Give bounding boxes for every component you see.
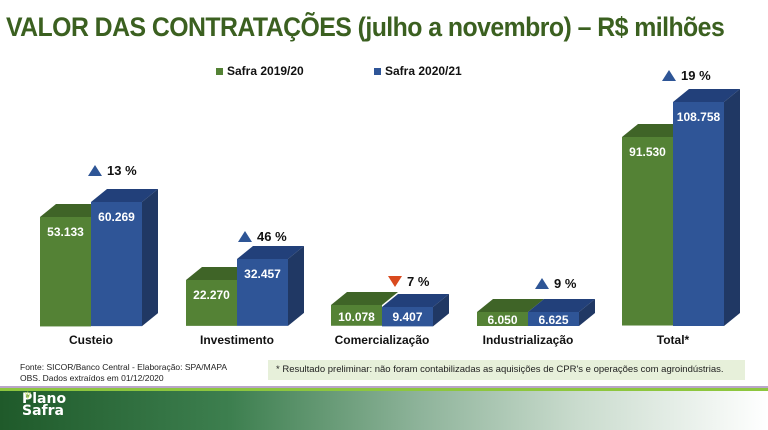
legend-label: Safra 2020/21 [385, 64, 462, 78]
bar-value-label: 108.758 [676, 110, 721, 124]
change-indicator: 7 % [388, 274, 429, 289]
source-line: Fonte: SICOR/Banco Central - Elaboração:… [20, 362, 228, 372]
category-label: Industrialização [482, 333, 574, 347]
bar-2019-3d [622, 124, 689, 326]
triangle-up-icon [238, 231, 252, 242]
logo-line1: Plano [22, 391, 67, 407]
bar-value-label: 91.530 [629, 145, 666, 160]
legend-swatch-blue [374, 67, 381, 75]
source-note: Fonte: SICOR/Banco Central - Elaboração:… [20, 362, 227, 384]
preliminary-note: * Resultado preliminar: não foram contab… [268, 360, 745, 380]
triangle-up-icon [662, 70, 676, 81]
bar-value-label: 53.133 [47, 224, 84, 239]
legend-swatch-green [216, 67, 223, 75]
bar-2020-3d [673, 89, 740, 326]
bar-2019-3d [40, 203, 107, 326]
bar-2020-3d [528, 299, 595, 326]
footer-divider [0, 386, 768, 388]
bar-2019-3d [186, 267, 253, 326]
bar-2020-3d [91, 188, 158, 326]
change-label: 13 % [107, 163, 137, 178]
category-label: Custeio [68, 333, 113, 347]
triangle-down-icon [388, 276, 402, 287]
change-label: 9 % [554, 276, 577, 291]
bar-value-label: 60.269 [98, 209, 135, 224]
bar-2020-3d [382, 293, 449, 326]
change-indicator: 19 % [662, 68, 711, 83]
legend-item-2019: Safra 2019/20 [216, 64, 304, 78]
bar-2019-3d [477, 299, 544, 326]
triangle-up-icon [535, 278, 549, 289]
footer-divider-green [0, 388, 768, 391]
change-indicator: 46 % [238, 229, 287, 244]
obs-line: OBS. Dados extraídos em 01/12/2020 [20, 373, 164, 383]
triangle-up-icon [88, 165, 102, 176]
bar-value-label: 6.050 [487, 313, 518, 327]
plano-safra-logo: \|/ Plano Safra [22, 391, 67, 419]
bar-value-label: 10.078 [338, 309, 375, 324]
category-label: Total* [656, 333, 690, 347]
logo-line2: Safra [22, 403, 64, 419]
change-indicator: 13 % [88, 163, 137, 178]
chart-title: VALOR DAS CONTRATAÇÕES (julho a novembro… [6, 12, 725, 42]
legend-item-2020: Safra 2020/21 [374, 64, 462, 78]
sun-rays-icon: \|/ [25, 391, 31, 399]
legend-label: Safra 2019/20 [227, 64, 304, 78]
change-label: 46 % [257, 229, 287, 244]
bar-2019-3d [331, 292, 398, 326]
bar-2020-3d [237, 246, 304, 326]
bar-value-label: 9.407 [392, 310, 423, 325]
change-label: 19 % [681, 68, 711, 83]
bar-value-label: 32.457 [244, 267, 281, 282]
category-label: Investimento [199, 333, 274, 347]
footer-banner [0, 391, 768, 430]
category-label: Comercialização [334, 333, 430, 347]
bar-value-label: 22.270 [193, 288, 230, 303]
change-indicator: 9 % [535, 276, 576, 291]
bar-value-label: 6.625 [538, 313, 569, 327]
change-label: 7 % [407, 274, 430, 289]
